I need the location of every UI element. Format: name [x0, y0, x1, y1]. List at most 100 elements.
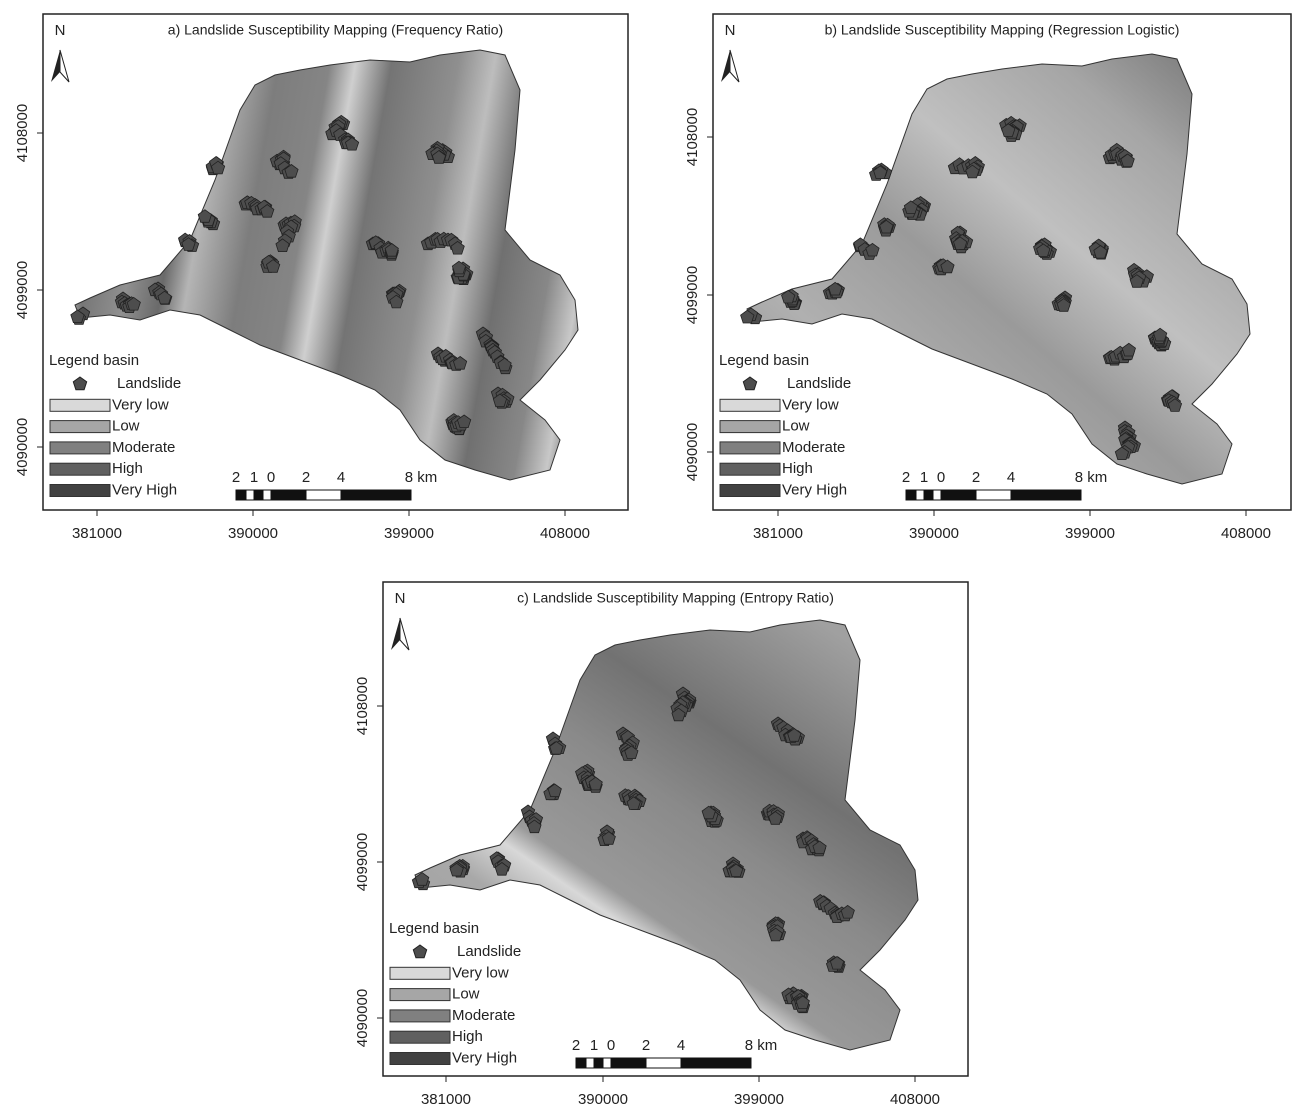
y-tick-label: 4090000	[14, 418, 31, 476]
scale-label: 8 km	[1075, 469, 1108, 486]
legend-label: Low	[782, 418, 810, 435]
scale-bar	[646, 1058, 681, 1068]
scale-label: 4	[677, 1037, 685, 1054]
scale-label: 1	[590, 1037, 598, 1054]
legend-swatch	[390, 1010, 450, 1022]
basin	[75, 50, 578, 480]
x-tick-label: 381000	[753, 525, 803, 542]
legend-swatch	[720, 421, 780, 433]
legend-label: Landslide	[457, 943, 521, 960]
scale-bar	[976, 490, 1011, 500]
scale-bar	[586, 1058, 594, 1068]
scale-bar	[236, 490, 246, 500]
scale-bar	[246, 490, 254, 500]
north-arrow	[60, 50, 69, 82]
scale-bar	[594, 1058, 603, 1068]
basin	[747, 54, 1250, 484]
scale-label: 2	[642, 1037, 650, 1054]
legend-swatch	[720, 399, 780, 411]
x-tick-label: 381000	[72, 525, 122, 542]
scale-label: 1	[250, 469, 258, 486]
north-arrow	[730, 50, 739, 82]
scale-label: 2	[232, 469, 240, 486]
legend-title: Legend basin	[389, 920, 479, 937]
scale-label: 0	[937, 469, 945, 486]
y-tick-label: 4108000	[354, 677, 371, 735]
legend-swatch	[720, 485, 780, 497]
legend-label: Landslide	[117, 375, 181, 392]
figure: a) Landslide Susceptibility Mapping (Fre…	[0, 0, 1292, 1111]
scale-bar	[681, 1058, 751, 1068]
legend-label: Low	[112, 418, 140, 435]
y-tick-label: 4108000	[14, 104, 31, 162]
panel-title: c) Landslide Susceptibility Mapping (Ent…	[517, 590, 834, 606]
legend-label: Very High	[112, 481, 177, 498]
scale-bar	[933, 490, 941, 500]
scale-label: 2	[302, 469, 310, 486]
x-tick-label: 390000	[909, 525, 959, 542]
legend-swatch	[390, 989, 450, 1001]
legend-swatch	[50, 421, 110, 433]
north-label: N	[395, 590, 406, 607]
scale-label: 2	[572, 1037, 580, 1054]
scale-label: 2	[902, 469, 910, 486]
map-panel: c) Landslide Susceptibility Mapping (Ent…	[354, 582, 968, 1108]
legend-title: Legend basin	[49, 352, 139, 369]
y-tick-label: 4108000	[684, 108, 701, 166]
y-tick-label: 4099000	[354, 833, 371, 891]
x-tick-label: 408000	[540, 525, 590, 542]
scale-bar	[271, 490, 306, 500]
legend-label: High	[112, 460, 143, 477]
scale-label: 2	[972, 469, 980, 486]
legend-swatch	[390, 1053, 450, 1065]
north-label: N	[725, 22, 736, 39]
y-tick-label: 4090000	[354, 989, 371, 1047]
legend-label: Very low	[112, 396, 169, 413]
scale-bar	[916, 490, 924, 500]
legend-label: High	[452, 1028, 483, 1045]
legend-label: Very low	[452, 964, 509, 981]
y-tick-label: 4090000	[684, 423, 701, 481]
legend-symbol	[413, 945, 426, 958]
legend-swatch	[50, 485, 110, 497]
legend-label: Moderate	[782, 439, 845, 456]
x-tick-label: 399000	[384, 525, 434, 542]
legend-label: Very low	[782, 396, 839, 413]
scale-label: 4	[337, 469, 345, 486]
north-arrow	[400, 618, 409, 650]
legend-label: High	[782, 460, 813, 477]
scale-label: 4	[1007, 469, 1015, 486]
map-panel: a) Landslide Susceptibility Mapping (Fre…	[14, 14, 628, 542]
scale-bar	[941, 490, 976, 500]
scale-bar	[263, 490, 271, 500]
map-panel: b) Landslide Susceptibility Mapping (Reg…	[684, 14, 1291, 542]
legend-label: Very High	[452, 1049, 517, 1066]
scale-bar	[603, 1058, 611, 1068]
x-tick-label: 390000	[578, 1091, 628, 1108]
legend-title: Legend basin	[719, 352, 809, 369]
basin	[415, 620, 918, 1050]
legend-swatch	[50, 399, 110, 411]
legend-swatch	[720, 463, 780, 475]
north-arrow	[51, 50, 60, 82]
scale-bar	[1011, 490, 1081, 500]
legend-swatch	[390, 967, 450, 979]
panel-title: b) Landslide Susceptibility Mapping (Reg…	[825, 22, 1180, 38]
legend-swatch	[50, 463, 110, 475]
x-tick-label: 408000	[890, 1091, 940, 1108]
x-tick-label: 381000	[421, 1091, 471, 1108]
x-tick-label: 390000	[228, 525, 278, 542]
y-tick-label: 4099000	[684, 266, 701, 324]
panel-title: a) Landslide Susceptibility Mapping (Fre…	[168, 22, 503, 38]
scale-bar	[611, 1058, 646, 1068]
legend-label: Very High	[782, 481, 847, 498]
north-label: N	[55, 22, 66, 39]
legend-symbol	[73, 377, 86, 390]
legend-label: Moderate	[452, 1007, 515, 1024]
legend-label: Moderate	[112, 439, 175, 456]
legend-swatch	[720, 442, 780, 454]
scale-bar	[254, 490, 263, 500]
scale-bar	[924, 490, 933, 500]
scale-label: 0	[267, 469, 275, 486]
scale-label: 0	[607, 1037, 615, 1054]
